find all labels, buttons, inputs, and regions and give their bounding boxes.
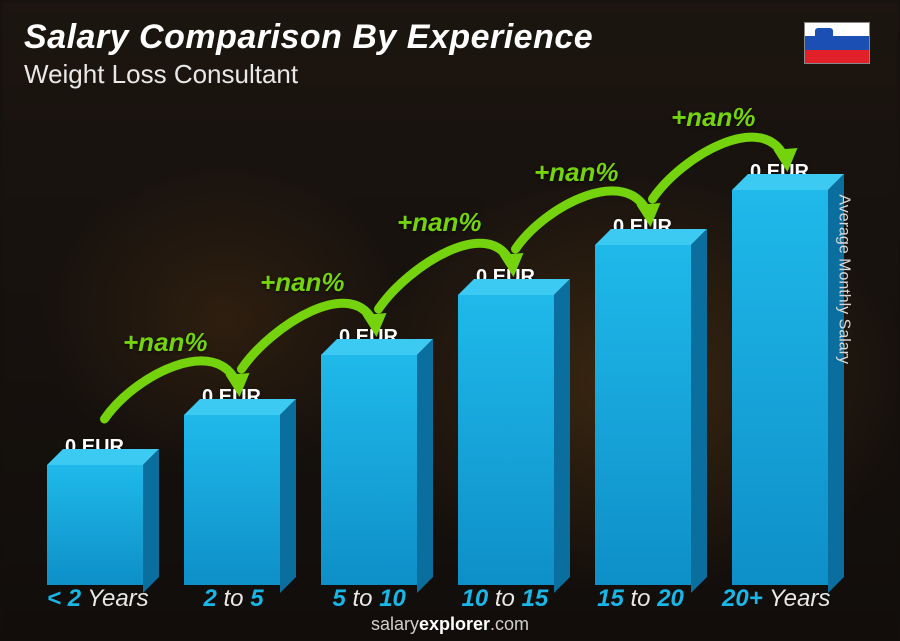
bar-side-face: [554, 279, 570, 593]
flag-stripe-3: [805, 50, 869, 63]
xlabel-bold-pre: 10: [461, 585, 488, 612]
bar-front-face: [595, 245, 691, 585]
flag-emblem: [815, 28, 833, 48]
y-axis-label: Average Monthly Salary: [835, 194, 853, 364]
bar-front-face: [732, 190, 828, 585]
bar-front-face: [458, 295, 554, 585]
xlabel-bold-pre: 20+: [722, 585, 763, 612]
xlabel-thin: to: [624, 585, 657, 612]
bar-front-face: [184, 415, 280, 585]
bar-side-face: [691, 229, 707, 593]
bar-top-face: [458, 279, 570, 295]
content-container: Salary Comparison By Experience Weight L…: [0, 0, 900, 641]
xlabel-thin: to: [217, 585, 250, 612]
chart-title: Salary Comparison By Experience: [24, 18, 804, 57]
country-flag-slovenia: [804, 22, 870, 64]
bar-0: 0 EUR: [30, 436, 159, 585]
bar-top-face: [47, 449, 159, 465]
chart-subtitle: Weight Loss Consultant: [24, 59, 804, 90]
bar-side-face: [280, 399, 296, 593]
bar-side-face: [143, 449, 159, 593]
bar-top-face: [184, 399, 296, 415]
bar-4: 0 EUR: [578, 216, 707, 585]
xlabel-bold-pre: 5: [332, 585, 345, 612]
bar-shape: [595, 245, 691, 585]
bars-container: 0 EUR0 EUR0 EUR0 EUR0 EUR0 EUR: [24, 165, 850, 585]
bar-shape: [47, 465, 143, 585]
bar-2: 0 EUR: [304, 326, 433, 585]
footer-prefix: salary: [371, 614, 419, 634]
xlabel-bold-post: 15: [522, 585, 549, 612]
xlabel-thin: to: [488, 585, 521, 612]
increase-label: +nan%: [671, 102, 756, 133]
xlabel-bold-post: 20: [657, 585, 684, 612]
xlabel-bold-pre: < 2: [47, 585, 81, 612]
bar-front-face: [321, 355, 417, 585]
bar-shape: [321, 355, 417, 585]
bar-top-face: [595, 229, 707, 245]
header: Salary Comparison By Experience Weight L…: [24, 18, 876, 90]
bar-1: 0 EUR: [167, 386, 296, 585]
xlabel-bold-pre: 15: [597, 585, 624, 612]
bar-5: 0 EUR: [715, 161, 844, 585]
footer-credit: salaryexplorer.com: [0, 614, 900, 635]
xlabel-thin: to: [346, 585, 379, 612]
bar-shape: [458, 295, 554, 585]
chart-area: 0 EUR0 EUR0 EUR0 EUR0 EUR0 EUR < 2 Years…: [24, 98, 850, 629]
footer-bold: explorer: [419, 614, 490, 634]
bar-front-face: [47, 465, 143, 585]
bar-top-face: [321, 339, 433, 355]
xlabel-bold-pre: 2: [203, 585, 216, 612]
bar-3: 0 EUR: [441, 266, 570, 585]
footer-suffix: .com: [490, 614, 529, 634]
bar-shape: [184, 415, 280, 585]
title-block: Salary Comparison By Experience Weight L…: [24, 18, 804, 90]
bar-side-face: [417, 339, 433, 593]
xlabel-bold-post: 10: [379, 585, 406, 612]
xlabel-bold-post: 5: [250, 585, 263, 612]
xlabel-thin: Years: [81, 585, 149, 612]
bar-top-face: [732, 174, 844, 190]
bar-shape: [732, 190, 828, 585]
xlabel-thin: Years: [763, 585, 831, 612]
